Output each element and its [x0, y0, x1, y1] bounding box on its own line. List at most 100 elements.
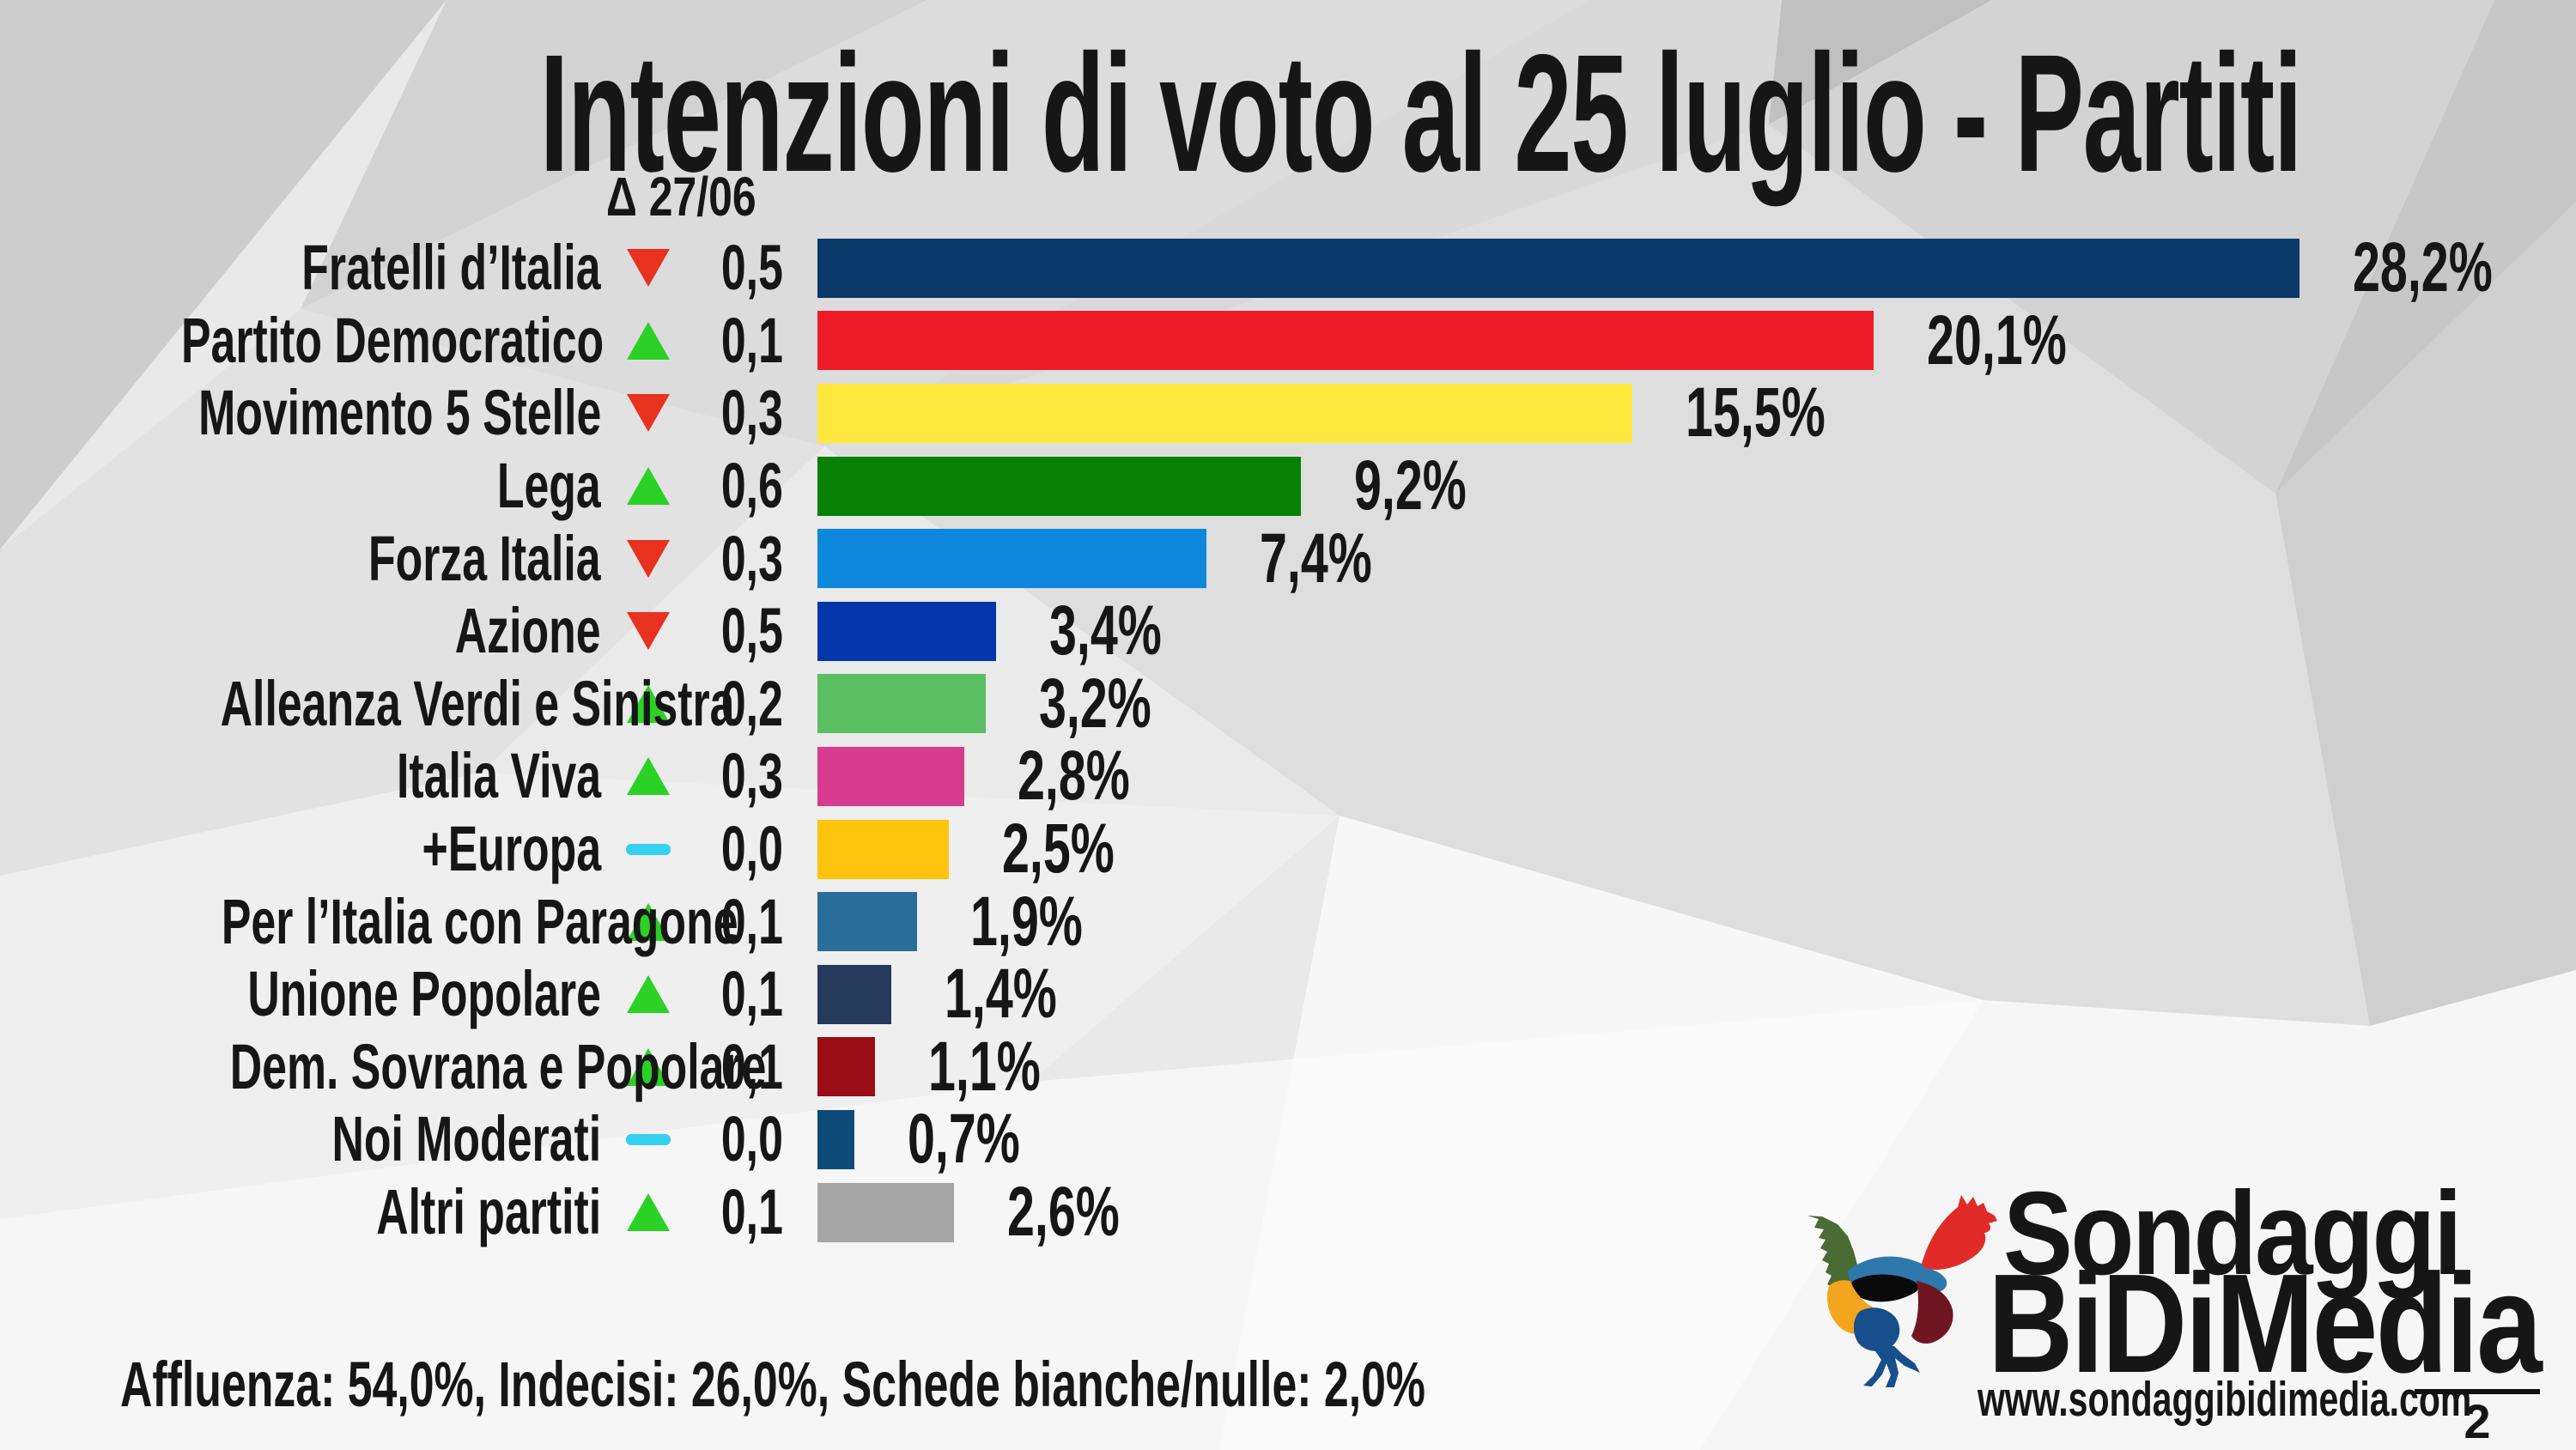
percent-label: 1,1%	[928, 1027, 1042, 1106]
chart-row: Italia Viva 0,3 2,8%	[0, 740, 2576, 813]
bar-cell: 1,4%	[817, 958, 2576, 1031]
delta-cell: 0,3	[601, 522, 817, 595]
percent-label: 2,5%	[1002, 810, 1115, 889]
delta-value-cell: 0,6	[695, 454, 817, 518]
bar-cell: 3,4%	[817, 595, 2576, 668]
party-label: Lega	[497, 450, 601, 522]
trend-icon-box	[601, 684, 695, 723]
delta-cell: 0,0	[601, 1103, 817, 1176]
delta-cell: 0,1	[601, 305, 817, 378]
trend-up-icon	[626, 902, 670, 941]
party-label-cell: Azione	[0, 599, 601, 663]
chart-row: Partito Democratico 0,1 20,1%	[0, 305, 2576, 378]
delta-value-cell: 0,3	[695, 744, 817, 808]
party-label: Azione	[455, 595, 601, 667]
party-label: Italia Viva	[396, 740, 601, 812]
bar-cell: 2,5%	[817, 813, 2576, 886]
trend-icon-box	[601, 1133, 695, 1145]
delta-cell: 0,5	[601, 595, 817, 668]
bar-chart: Fratelli d’Italia 0,5 28,2% Partito Demo…	[0, 232, 2576, 1248]
chart-row: Altri partiti 0,1 2,6%	[0, 1176, 2576, 1249]
percent-label-box: 3,4%	[1049, 596, 1210, 666]
trend-flat-icon	[625, 1133, 671, 1145]
delta-value-cell: 0,1	[695, 308, 817, 373]
delta-value: 0,1	[720, 1176, 783, 1248]
trend-icon-box	[601, 975, 695, 1014]
delta-cell: 0,5	[601, 232, 817, 305]
trend-icon-box	[601, 1047, 695, 1086]
delta-value: 0,3	[720, 377, 783, 449]
bar-cell: 15,5%	[817, 377, 2576, 450]
party-label-cell: +Europa	[0, 817, 601, 881]
delta-value: 0,0	[720, 1103, 783, 1175]
delta-value: 0,1	[720, 958, 783, 1030]
chart-row: Noi Moderati 0,0 0,7%	[0, 1103, 2576, 1176]
party-label: Unione Popolare	[247, 958, 601, 1030]
trend-icon-box	[601, 902, 695, 941]
trend-up-icon	[626, 321, 670, 360]
bar-cell: 1,1%	[817, 1031, 2576, 1104]
party-label-cell: Movimento 5 Stelle	[0, 381, 601, 445]
delta-value-cell: 0,1	[695, 962, 817, 1026]
trend-icon-box	[601, 321, 695, 360]
party-label-cell: Per l’Italia con Paragone	[0, 889, 738, 954]
trend-down-icon	[626, 539, 670, 578]
delta-value-cell: 0,3	[695, 526, 817, 591]
party-label: Altri partiti	[376, 1176, 601, 1248]
value-bar	[817, 746, 965, 806]
value-bar	[817, 892, 918, 952]
delta-column-header: Δ 27/06	[606, 166, 756, 228]
percent-label-box: 1,1%	[928, 1027, 1089, 1106]
delta-cell: 0,0	[601, 813, 817, 886]
delta-value-cell: 0,0	[695, 817, 817, 881]
delta-value-cell: 0,1	[695, 1180, 817, 1244]
delta-value: 0,0	[720, 813, 783, 885]
bar-cell: 9,2%	[817, 450, 2576, 523]
party-label: +Europa	[422, 813, 601, 885]
percent-label-box: 15,5%	[1686, 378, 1886, 448]
delta-value-cell: 0,5	[695, 236, 817, 300]
percent-label: 20,1%	[1927, 300, 2067, 379]
percent-label-box: 9,2%	[1354, 451, 1515, 521]
party-label: Forza Italia	[368, 522, 601, 594]
bar-cell: 2,6%	[817, 1176, 2576, 1249]
trend-icon-box	[601, 1193, 695, 1232]
bar-cell: 1,9%	[817, 885, 2576, 958]
value-bar	[817, 674, 986, 734]
value-bar	[817, 1037, 876, 1097]
delta-value: 0,3	[720, 740, 783, 812]
bar-cell: 2,8%	[817, 740, 2576, 813]
party-label: Noi Moderati	[331, 1103, 601, 1175]
party-label-cell: Alleanza Verdi e Sinistra	[0, 671, 735, 736]
chart-row: Forza Italia 0,3 7,4%	[0, 522, 2576, 595]
bar-cell: 20,1%	[817, 305, 2576, 378]
bar-cell: 0,7%	[817, 1103, 2576, 1176]
value-bar	[817, 456, 1302, 516]
chart-row: Lega 0,6 9,2%	[0, 450, 2576, 523]
delta-cell: 0,3	[601, 377, 817, 450]
delta-value-cell: 0,3	[695, 381, 817, 445]
percent-label: 7,4%	[1259, 519, 1372, 598]
percent-label: 3,2%	[1038, 664, 1151, 743]
percent-label-box: 2,6%	[1007, 1177, 1168, 1247]
party-label-cell: Forza Italia	[0, 522, 601, 594]
chart-row: +Europa 0,0 2,5%	[0, 813, 2576, 886]
party-label: Dem. Sovrana e Popolare	[229, 1030, 767, 1102]
value-bar	[817, 238, 2300, 298]
delta-value: 0,1	[720, 885, 783, 957]
delta-value: 0,6	[720, 450, 783, 522]
delta-cell: 0,2	[601, 668, 817, 741]
delta-value-cell: 0,1	[695, 885, 817, 957]
trend-flat-icon	[625, 843, 671, 855]
chart-row: Alleanza Verdi e Sinistra 0,2 3,2%	[0, 668, 2576, 741]
percent-label: 2,6%	[1007, 1173, 1120, 1252]
chart-row: Dem. Sovrana e Popolare 0,1 1,1%	[0, 1031, 2576, 1104]
party-label: Movimento 5 Stelle	[197, 377, 601, 449]
delta-cell: 0,1	[601, 1031, 817, 1104]
delta-cell: 0,1	[601, 958, 817, 1031]
party-label-cell: Unione Popolare	[0, 962, 601, 1026]
trend-up-icon	[626, 757, 670, 796]
delta-cell: 0,1	[601, 1176, 817, 1249]
chart-row: Azione 0,5 3,4%	[0, 595, 2576, 668]
bar-cell: 7,4%	[817, 522, 2576, 595]
